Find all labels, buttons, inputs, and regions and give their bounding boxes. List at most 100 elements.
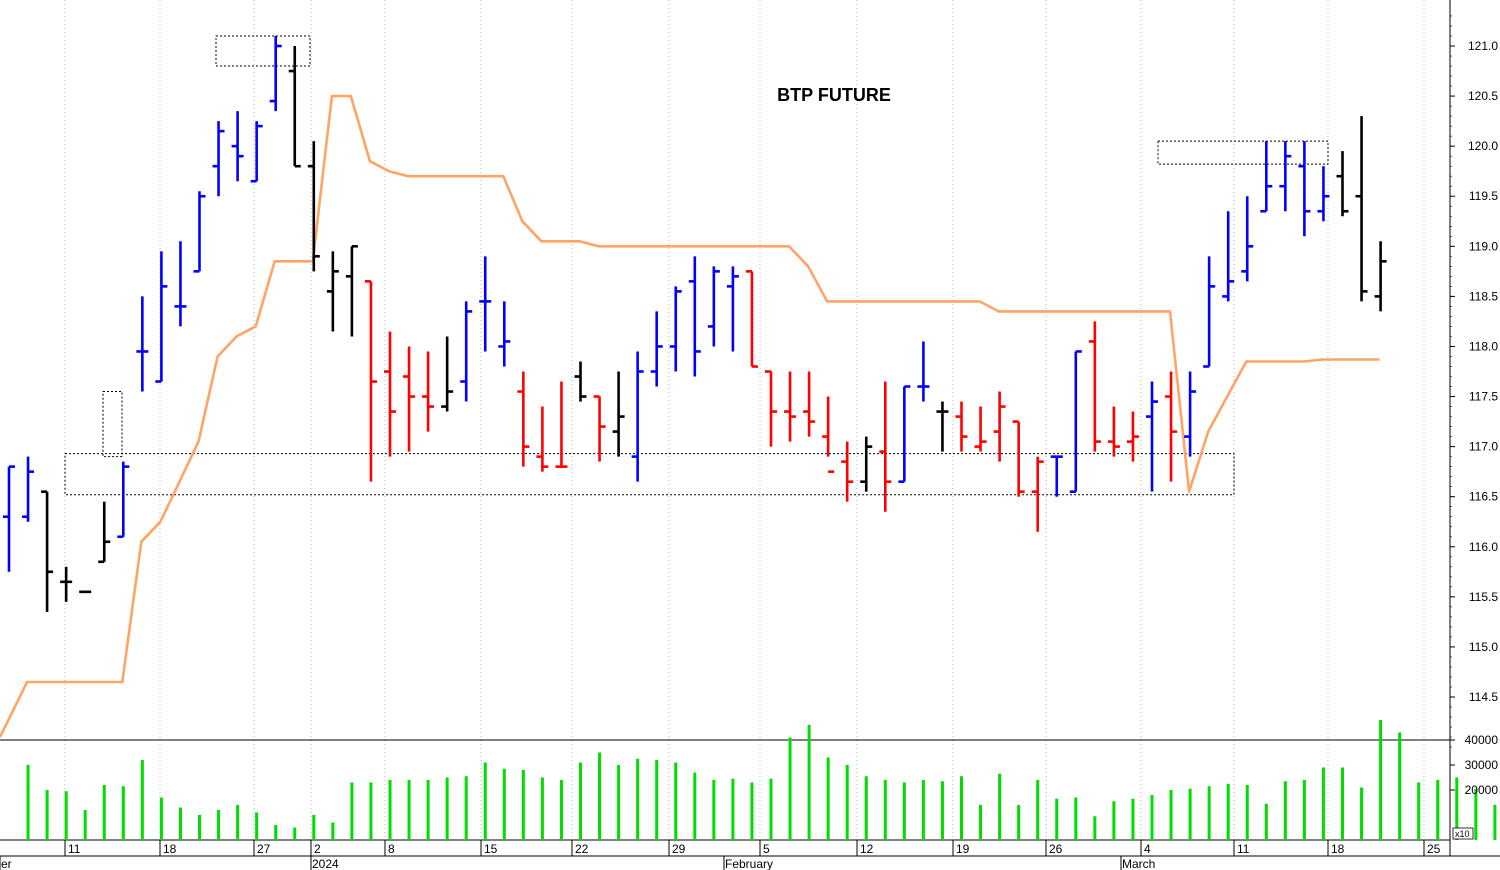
ohlc-bar	[1298, 141, 1311, 237]
x-day-label: 5	[763, 842, 770, 856]
ohlc-bar	[688, 256, 701, 377]
ohlc-bar	[803, 371, 816, 437]
price-tick-label: 115.0	[1469, 640, 1498, 654]
ohlc-bar	[612, 371, 625, 457]
x-day-label: 27	[257, 842, 271, 856]
ohlc-bar	[1069, 350, 1082, 493]
ohlc-bar	[460, 301, 473, 402]
dashed-box	[215, 35, 311, 67]
x-day-label: 25	[1427, 842, 1441, 856]
ohlc-bar	[98, 501, 111, 564]
ohlc-bar	[745, 270, 758, 368]
volume-axis-ticks: 20000 30000 40000 x10	[1450, 733, 1498, 840]
x-month-label: February	[725, 857, 773, 870]
ohlc-bar	[193, 191, 206, 273]
volume-multiplier-label: x10	[1455, 829, 1470, 839]
price-tick-label: 119.0	[1469, 239, 1498, 253]
ohlc-bar	[898, 385, 911, 483]
price-tick-label: 114.5	[1469, 690, 1498, 704]
ohlc-bar	[1050, 455, 1063, 497]
ohlc-bar	[1146, 381, 1158, 492]
ohlc-bar	[765, 370, 777, 447]
ohlc-bar	[574, 361, 587, 402]
ohlc-bar	[22, 456, 35, 522]
ohlc-bar	[60, 566, 73, 602]
volume-bars	[26, 720, 1497, 840]
ohlc-bar	[1012, 420, 1025, 497]
x-month-label: 2024	[312, 857, 339, 870]
x-day-label: 12	[860, 842, 874, 856]
ohlc-bar	[650, 311, 663, 387]
ohlc-bar	[1203, 256, 1216, 368]
x-month-label: March	[1122, 857, 1155, 870]
price-tick-label: 116.0	[1469, 540, 1498, 554]
x-day-label: 2	[314, 842, 321, 856]
ohlc-bar	[1107, 406, 1120, 457]
orange-line-series	[0, 94, 1380, 738]
ohlc-bar	[1241, 196, 1254, 282]
x-day-label: 11	[1237, 842, 1250, 856]
price-tick-label: 121.0	[1468, 39, 1498, 53]
ohlc-bar	[384, 331, 396, 457]
x-day-label: 29	[672, 842, 686, 856]
volume-multiplier-box	[1452, 827, 1474, 840]
ohlc-bar	[212, 121, 225, 197]
x-day-label: 19	[956, 842, 970, 856]
x-day-label: 22	[575, 842, 589, 856]
ohlc-bar	[1317, 166, 1330, 222]
ohlc-bar	[441, 336, 454, 412]
x-day-label: 18	[1331, 842, 1345, 856]
ohlc-bar	[917, 341, 930, 402]
ohlc-bar	[974, 406, 987, 452]
ohlc-bar	[326, 251, 339, 332]
ohlc-bar	[822, 396, 835, 473]
ohlc-bar	[1374, 241, 1387, 312]
ohlc-bar	[555, 381, 568, 468]
ohlc-bar	[117, 461, 130, 539]
price-tick-label: 119.5	[1469, 189, 1498, 203]
ohlc-bar	[3, 465, 15, 572]
dashed-boxes	[64, 35, 1329, 496]
ohlc-bar	[1126, 411, 1139, 462]
ohlc-bar	[1222, 211, 1235, 302]
ohlc-bar	[364, 280, 377, 482]
ohlc-bar	[1184, 371, 1197, 457]
ohlc-bar	[879, 381, 892, 512]
ohlc-bar	[231, 111, 244, 182]
dashed-box	[102, 391, 123, 458]
ohlc-bar	[288, 46, 301, 168]
ohlc-bar	[936, 401, 949, 452]
trailing-line	[0, 94, 1380, 738]
ohlc-bar	[136, 296, 149, 392]
ohlc-bar	[1260, 141, 1273, 213]
ohlc-bar	[250, 121, 263, 183]
ohlc-bar	[631, 351, 644, 482]
price-tick-label: 116.5	[1469, 490, 1498, 504]
ohlc-bar	[269, 35, 282, 112]
ohlc-bar	[307, 141, 320, 272]
chart-title: BTP FUTURE	[777, 85, 891, 105]
ohlc-bar	[1336, 151, 1349, 217]
ohlc-bar	[784, 371, 797, 442]
ohlc-bar	[707, 266, 720, 347]
ohlc-bar	[860, 436, 873, 492]
x-month-label: er	[1, 857, 12, 870]
ohlc-bars	[3, 35, 1387, 612]
ohlc-bar	[955, 401, 968, 452]
ohlc-bar	[345, 245, 358, 337]
ohlc-bar	[1088, 321, 1101, 452]
ohlc-bar	[155, 251, 168, 383]
ohlc-bar	[403, 346, 416, 452]
ohlc-bar	[1031, 456, 1044, 532]
ohlc-bar	[422, 351, 435, 432]
price-tick-label: 115.5	[1469, 590, 1498, 604]
ohlc-bar	[174, 241, 187, 327]
x-day-label: 18	[163, 842, 177, 856]
grid-lines	[64, 0, 1425, 856]
ohlc-bar	[669, 286, 682, 372]
price-tick-label: 117.5	[1469, 390, 1498, 404]
ohlc-bar	[498, 301, 511, 367]
